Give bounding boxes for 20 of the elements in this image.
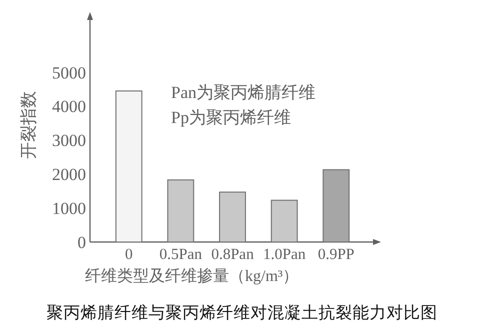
annotation: Pan为聚丙烯腈纤维 — [171, 83, 316, 102]
y-tick-label: 2000 — [52, 165, 86, 184]
y-tick-label: 5000 — [52, 63, 86, 82]
x-tick-label: 0.8Pan — [211, 246, 254, 263]
x-tick-label: 0.9PP — [318, 246, 354, 263]
y-tick-label: 1000 — [52, 199, 86, 218]
bar — [115, 90, 142, 242]
x-axis-title: 纤维类型及纤维掺量（kg/m³） — [85, 267, 299, 285]
bar — [322, 169, 350, 242]
bar — [219, 192, 246, 242]
y-axis-title: 开裂指数 — [19, 91, 38, 159]
x-tick-label: 0.5Pan — [159, 246, 202, 263]
x-tick-label: 0 — [124, 246, 133, 263]
bar — [167, 179, 194, 242]
text: 聚丙烯腈纤维与聚丙烯纤维对混凝土抗裂能力对比图 — [46, 303, 438, 322]
y-tick-label: 3000 — [52, 131, 86, 150]
bar — [270, 200, 298, 242]
x-tick-label: 1.0Pan — [263, 246, 306, 263]
annotation: Pp为聚丙烯纤维 — [171, 108, 291, 127]
y-tick-label: 4000 — [52, 97, 86, 116]
